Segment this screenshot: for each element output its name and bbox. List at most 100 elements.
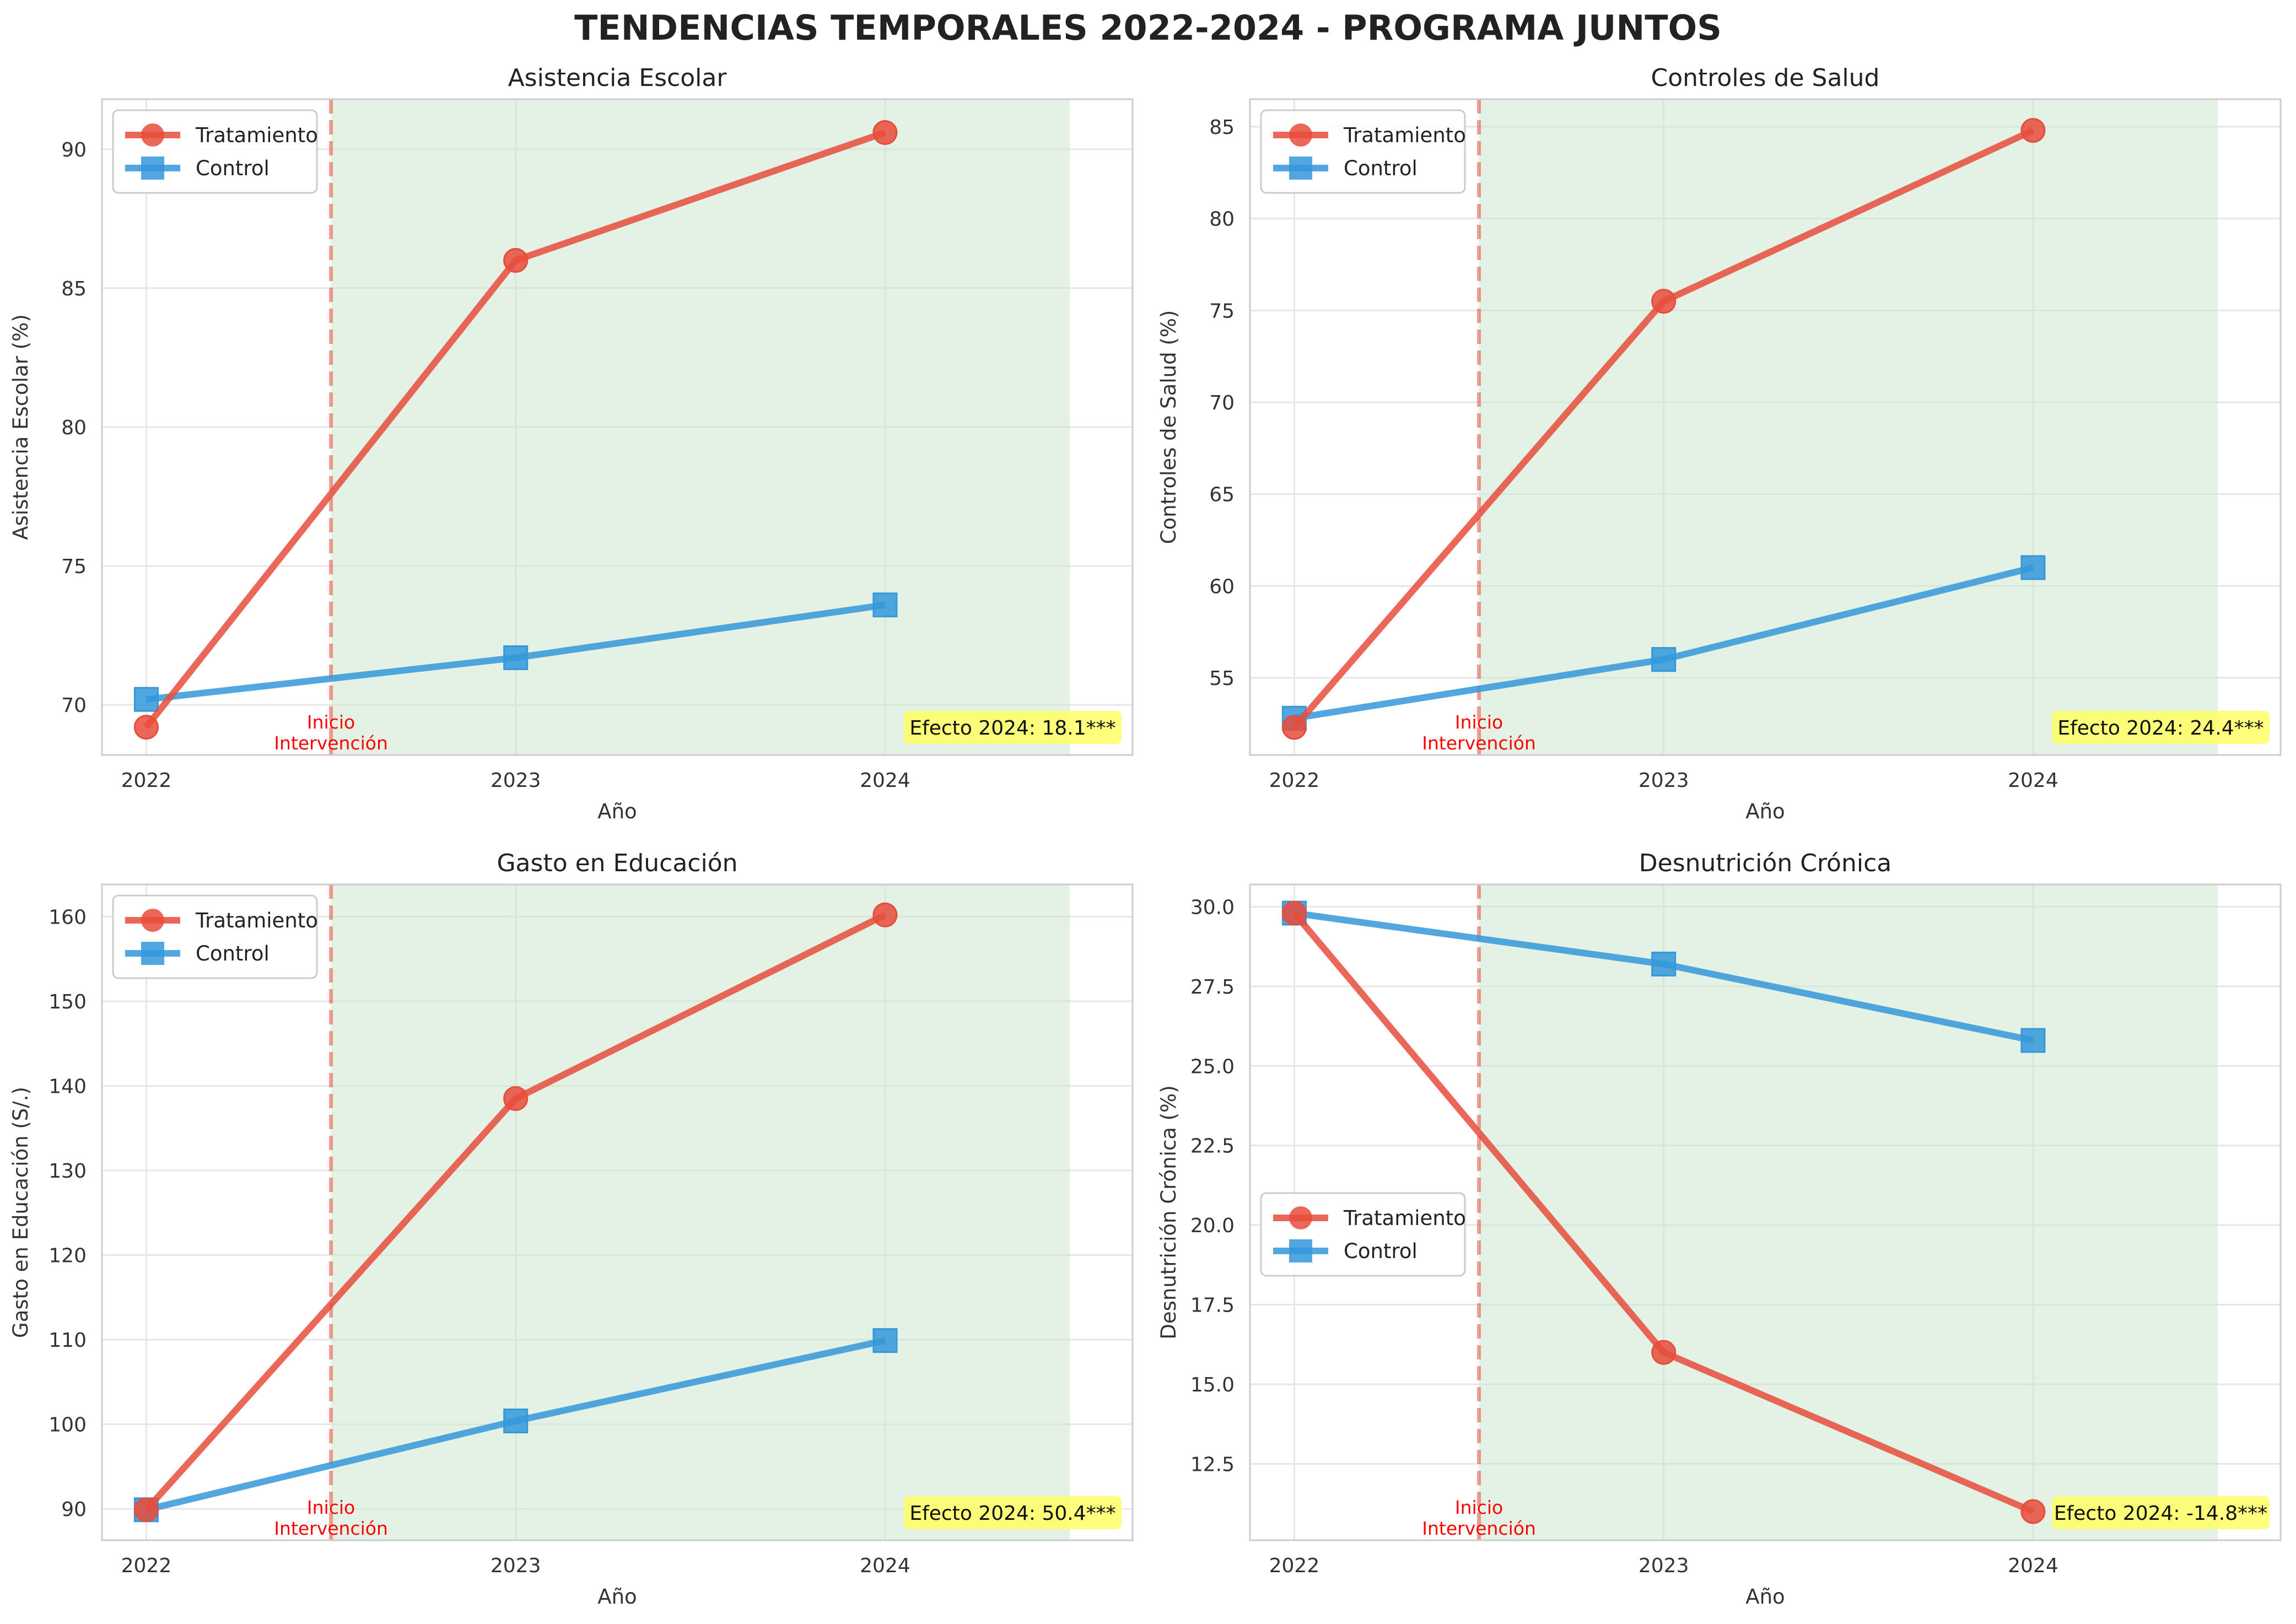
y-tick-label: 75 [61, 555, 87, 578]
y-tick-label: 17.5 [1190, 1294, 1235, 1317]
y-tick-label: 160 [48, 906, 87, 929]
y-tick-label: 12.5 [1190, 1453, 1235, 1476]
data-point-control [872, 1328, 898, 1353]
x-tick-label: 2023 [1639, 769, 1689, 792]
data-point-control [872, 592, 898, 618]
y-tick-label: 140 [48, 1075, 87, 1098]
y-tick-label: 90 [61, 139, 87, 161]
y-tick-label: 70 [61, 694, 87, 717]
y-tick-label: 25.0 [1190, 1055, 1235, 1078]
x-axis-label: Año [1745, 800, 1785, 823]
x-tick-label: 2023 [491, 769, 541, 792]
x-axis-label: Año [597, 800, 637, 823]
legend-label: Control [1344, 157, 1418, 180]
intervention-label: Intervención [1422, 732, 1536, 754]
intervention-label: Intervención [1422, 1518, 1536, 1539]
subplot-3: 90 100 110 120 130 140 150 160 2022 2023 2024 Gasto… [9, 849, 1134, 1609]
y-tick-label: 80 [1209, 208, 1235, 231]
legend-marker-control [141, 942, 164, 965]
legend-frame [112, 894, 318, 979]
post-intervention-shade [1479, 884, 2218, 1540]
data-point-control [1651, 647, 1677, 672]
subplot-2: 55 60 65 70 75 80 85 2022 2023 2024 Controles de S… [1157, 64, 2282, 823]
legend-marker-tratamiento [1289, 1206, 1312, 1229]
data-point-tratamiento [2020, 118, 2046, 143]
axes-frame [101, 883, 1134, 1541]
data-point-tratamiento [1651, 1340, 1677, 1365]
data-point-control [503, 1408, 529, 1433]
legend-label: Tratamiento [195, 123, 318, 147]
post-intervention-shade [331, 884, 1070, 1540]
effect-box [2052, 1496, 2270, 1529]
post-intervention-shade [1479, 99, 2218, 755]
x-tick-label: 2023 [491, 1555, 541, 1577]
legend: Tratamiento Control [1260, 109, 1466, 194]
effect-box [904, 711, 1122, 744]
data-point-tratamiento [1281, 715, 1307, 740]
figure-title: TENDENCIAS TEMPORALES 2022-2024 - PROGRA… [574, 8, 1722, 48]
y-tick-label: 65 [1209, 484, 1235, 506]
legend-frame [112, 109, 318, 194]
y-axis-label: Controles de Salud (%) [1157, 310, 1181, 544]
y-tick-label: 120 [48, 1245, 87, 1267]
y-tick-label: 100 [48, 1414, 87, 1437]
intervention-label: Inicio [307, 1497, 355, 1518]
legend-label: Control [196, 942, 270, 965]
data-point-tratamiento [133, 1497, 159, 1523]
x-tick-label: 2024 [860, 769, 910, 792]
data-point-control [503, 645, 529, 671]
data-point-tratamiento [2020, 1499, 2046, 1524]
y-tick-label: 90 [61, 1498, 87, 1521]
legend-marker-control [1289, 157, 1312, 180]
legend-label: Tratamiento [1343, 123, 1466, 147]
post-intervention-shade [331, 99, 1070, 755]
legend-label: Control [1344, 1239, 1418, 1263]
y-tick-label: 75 [1209, 300, 1235, 322]
x-axis-label: Año [597, 1585, 637, 1609]
intervention-label: Intervención [274, 1518, 388, 1539]
y-tick-label: 110 [48, 1329, 87, 1352]
data-point-tratamiento [503, 247, 529, 273]
legend-marker-tratamiento [141, 909, 164, 932]
legend-marker-control [141, 157, 164, 180]
subplot-4: 12.5 15.0 17.5 20.0 22.5 25.0 27.5 30.0 2022 2023… [1157, 849, 2282, 1609]
y-tick-label: 85 [1209, 116, 1235, 139]
axes-frame [101, 98, 1134, 756]
intervention-label: Intervención [274, 732, 388, 754]
legend-frame [1260, 1192, 1466, 1277]
axes-frame [1249, 883, 2282, 1541]
effect-label: Efecto 2024: -14.8*** [2054, 1502, 2267, 1525]
data-point-tratamiento [1651, 289, 1677, 314]
y-tick-label: 130 [48, 1160, 87, 1183]
legend-label: Tratamiento [195, 909, 318, 932]
x-tick-label: 2024 [2008, 769, 2058, 792]
intervention-label: Inicio [307, 711, 355, 733]
y-tick-label: 150 [48, 991, 87, 1013]
data-point-tratamiento [1281, 900, 1307, 926]
data-point-tratamiento [872, 120, 898, 145]
effect-box [2052, 711, 2270, 744]
y-tick-label: 80 [61, 417, 87, 439]
data-point-control [2020, 555, 2046, 580]
y-tick-label: 30.0 [1190, 896, 1235, 919]
x-tick-label: 2022 [121, 1555, 172, 1577]
subplot-title: Controles de Salud [1651, 64, 1880, 92]
legend-marker-tratamiento [1289, 123, 1312, 147]
data-point-control [133, 687, 159, 712]
y-tick-label: 60 [1209, 575, 1235, 598]
legend-marker-tratamiento [141, 123, 164, 147]
data-point-tratamiento [872, 902, 898, 927]
y-tick-label: 27.5 [1190, 976, 1235, 999]
legend: Tratamiento Control [112, 109, 318, 194]
x-tick-label: 2024 [860, 1555, 910, 1577]
subplot-title: Asistencia Escolar [508, 64, 727, 92]
legend-label: Tratamiento [1343, 1206, 1466, 1230]
x-axis-label: Año [1745, 1585, 1785, 1609]
y-tick-label: 55 [1209, 667, 1235, 690]
effect-label: Efecto 2024: 18.1*** [909, 717, 1115, 740]
y-axis-label: Asistencia Escolar (%) [9, 314, 33, 540]
data-point-control [2020, 1028, 2046, 1053]
y-tick-label: 15.0 [1190, 1374, 1235, 1396]
x-tick-label: 2022 [121, 769, 172, 792]
